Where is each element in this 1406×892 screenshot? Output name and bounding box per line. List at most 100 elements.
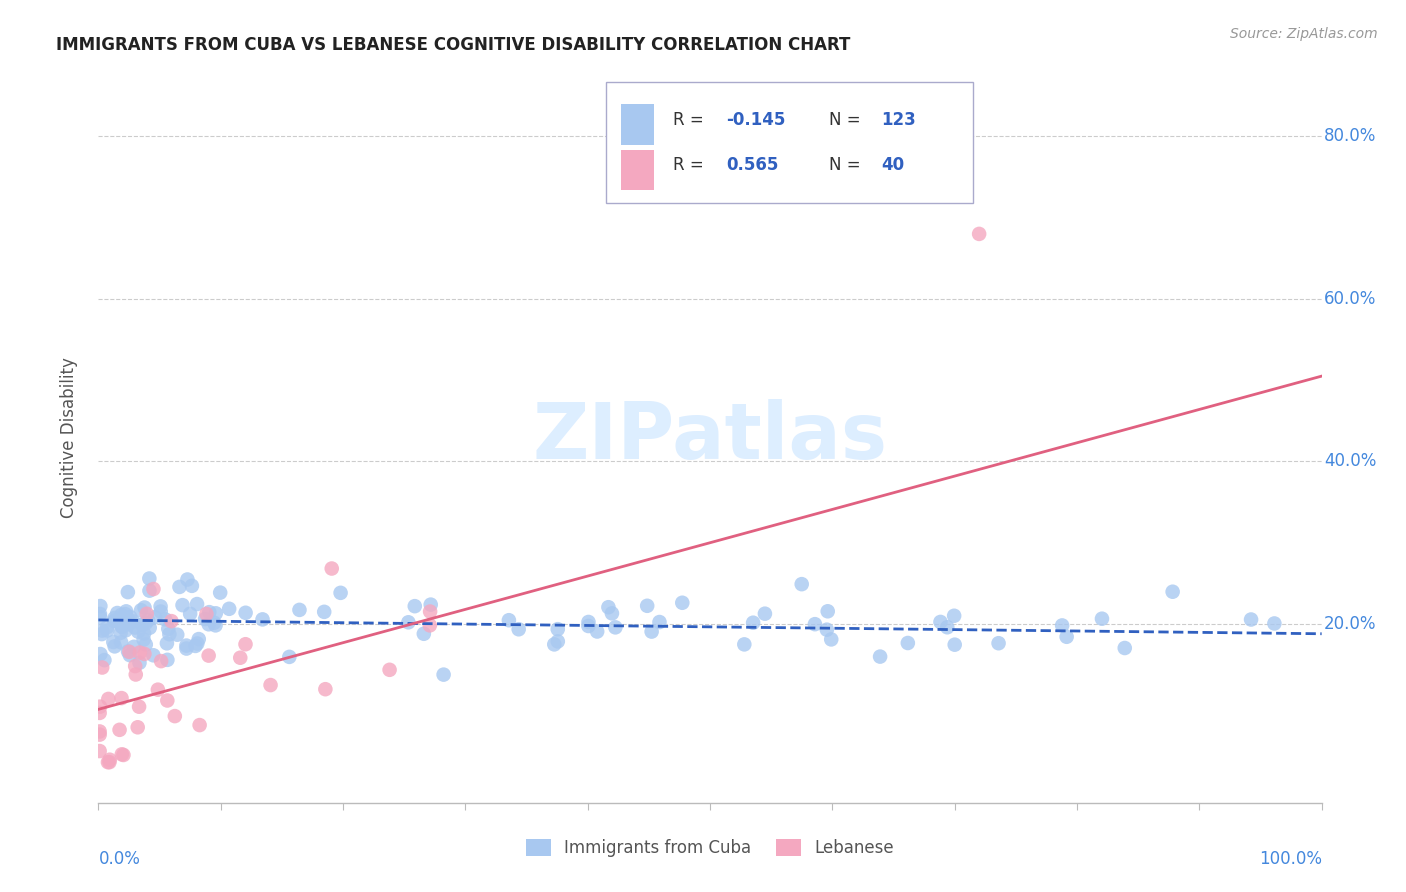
Point	[91, 660, 114, 674]
Point	[89, 724, 111, 739]
Point	[943, 638, 966, 652]
Text: 60.0%: 60.0%	[1324, 290, 1376, 308]
Point	[96, 624, 118, 638]
Point	[156, 693, 179, 707]
Point	[134, 647, 156, 661]
Text: 123: 123	[882, 112, 917, 129]
Point	[110, 691, 132, 706]
Point	[1161, 584, 1184, 599]
Point	[118, 645, 141, 659]
Point	[117, 617, 139, 632]
Point	[869, 649, 891, 664]
Point	[135, 616, 157, 631]
Point	[179, 607, 201, 621]
Point	[111, 620, 134, 634]
Point	[98, 753, 121, 767]
Point	[93, 653, 115, 667]
Point	[197, 648, 219, 663]
Point	[936, 620, 959, 634]
Point	[278, 649, 301, 664]
Point	[1050, 618, 1073, 632]
Point	[186, 636, 208, 650]
Point	[117, 585, 139, 599]
Point	[97, 755, 120, 769]
Point	[118, 648, 141, 662]
Point	[103, 635, 125, 649]
Point	[598, 600, 620, 615]
Point	[149, 599, 172, 614]
Point	[120, 610, 142, 624]
Point	[288, 603, 311, 617]
Point	[157, 627, 180, 641]
Point	[820, 632, 842, 647]
Point	[194, 612, 217, 626]
Point	[197, 617, 219, 632]
Point	[329, 586, 352, 600]
Text: 80.0%: 80.0%	[1324, 128, 1376, 145]
Point	[110, 635, 132, 649]
Point	[89, 647, 111, 661]
Point	[198, 605, 221, 619]
Point	[132, 632, 155, 647]
Point	[547, 634, 569, 648]
Point	[229, 650, 252, 665]
Point	[600, 607, 623, 621]
Point	[742, 615, 765, 630]
Point	[195, 607, 218, 621]
Text: ZIPatlas: ZIPatlas	[533, 399, 887, 475]
Text: Source: ZipAtlas.com: Source: ZipAtlas.com	[1230, 27, 1378, 41]
Point	[169, 580, 191, 594]
Point	[433, 667, 456, 681]
Point	[314, 605, 336, 619]
Point	[115, 614, 138, 628]
Point	[122, 640, 145, 654]
Point	[543, 637, 565, 651]
Point	[111, 619, 134, 633]
Point	[110, 607, 132, 622]
Point	[146, 682, 169, 697]
Point	[187, 632, 209, 646]
Point	[122, 615, 145, 629]
Point	[547, 622, 569, 636]
Point	[815, 623, 838, 637]
Point	[188, 718, 211, 732]
Point	[419, 598, 441, 612]
Point	[128, 656, 150, 670]
Point	[235, 606, 257, 620]
Text: R =: R =	[673, 112, 710, 129]
Point	[134, 600, 156, 615]
Point	[114, 607, 136, 622]
Point	[640, 624, 662, 639]
Point	[127, 720, 149, 734]
Point	[131, 617, 153, 632]
Point	[1240, 613, 1263, 627]
Point	[648, 615, 671, 629]
Point	[153, 612, 176, 626]
Point	[124, 620, 146, 634]
Point	[104, 611, 127, 625]
Point	[108, 723, 131, 737]
Point	[127, 624, 149, 639]
Point	[671, 596, 693, 610]
Point	[218, 602, 240, 616]
Point	[142, 648, 165, 663]
Point	[98, 755, 121, 769]
Point	[117, 644, 139, 658]
Y-axis label: Cognitive Disability: Cognitive Disability	[59, 357, 77, 517]
Point	[160, 614, 183, 628]
Point	[204, 618, 226, 632]
Text: -0.145: -0.145	[725, 112, 786, 129]
Point	[163, 709, 186, 723]
Point	[209, 585, 232, 599]
Point	[143, 610, 166, 624]
Point	[929, 615, 952, 629]
Point	[89, 728, 111, 742]
Point	[157, 622, 180, 636]
Point	[259, 678, 281, 692]
Point	[186, 597, 208, 611]
Point	[987, 636, 1010, 650]
Point	[128, 646, 150, 660]
Point	[135, 638, 157, 652]
Point	[586, 624, 609, 639]
FancyBboxPatch shape	[620, 150, 654, 190]
